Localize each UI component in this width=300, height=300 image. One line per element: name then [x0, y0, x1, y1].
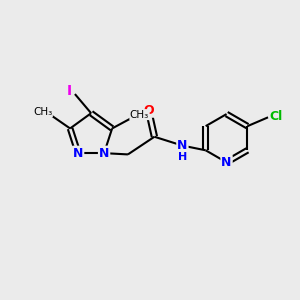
Text: Cl: Cl [270, 110, 283, 123]
Text: N: N [73, 147, 83, 160]
Text: I: I [67, 83, 72, 98]
Text: N: N [99, 147, 109, 160]
Text: CH₃: CH₃ [33, 107, 52, 117]
Text: H: H [178, 152, 187, 162]
Text: N: N [177, 139, 188, 152]
Text: O: O [143, 104, 154, 117]
Text: CH₃: CH₃ [130, 110, 149, 120]
Text: N: N [221, 156, 232, 169]
